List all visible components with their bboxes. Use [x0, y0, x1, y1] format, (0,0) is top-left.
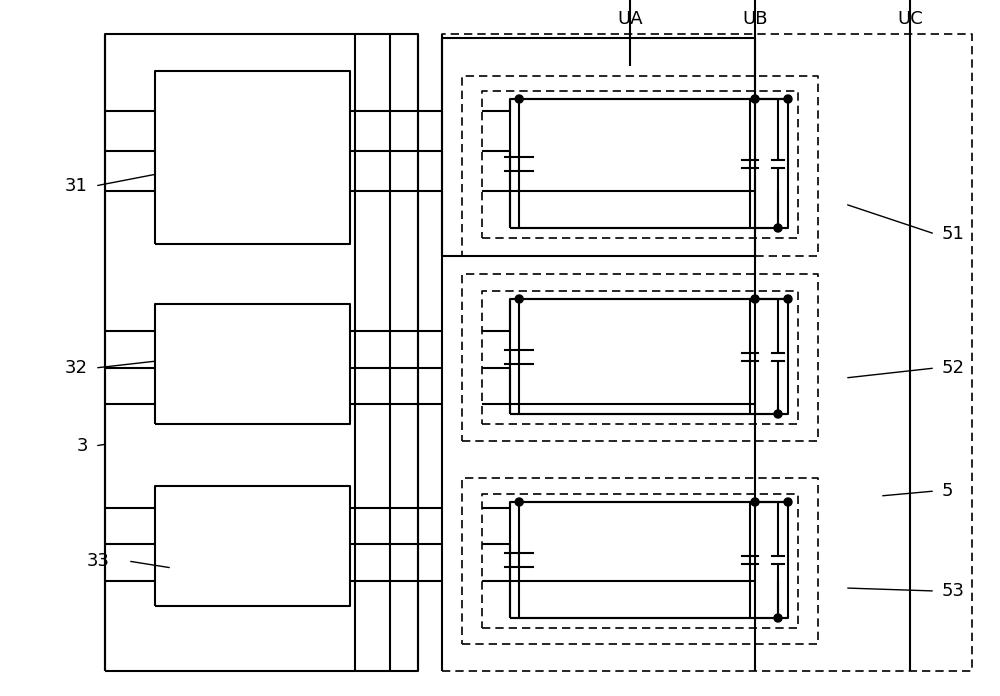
Text: UC: UC [897, 10, 923, 28]
Circle shape [515, 498, 523, 506]
Text: UA: UA [617, 10, 643, 28]
Circle shape [784, 498, 792, 506]
Circle shape [784, 95, 792, 103]
Text: 51: 51 [942, 225, 965, 243]
Text: 32: 32 [65, 359, 88, 377]
Text: 31: 31 [65, 177, 88, 195]
Text: 3: 3 [76, 437, 88, 455]
Text: 53: 53 [942, 582, 965, 600]
Circle shape [515, 295, 523, 303]
Circle shape [774, 614, 782, 622]
Text: 5: 5 [942, 482, 954, 500]
Circle shape [515, 95, 523, 103]
Circle shape [774, 224, 782, 232]
Circle shape [751, 498, 759, 506]
Circle shape [751, 295, 759, 303]
Circle shape [784, 295, 792, 303]
Circle shape [774, 410, 782, 418]
Text: 52: 52 [942, 359, 965, 377]
Circle shape [751, 95, 759, 103]
Text: UB: UB [742, 10, 768, 28]
Text: 33: 33 [87, 552, 110, 570]
